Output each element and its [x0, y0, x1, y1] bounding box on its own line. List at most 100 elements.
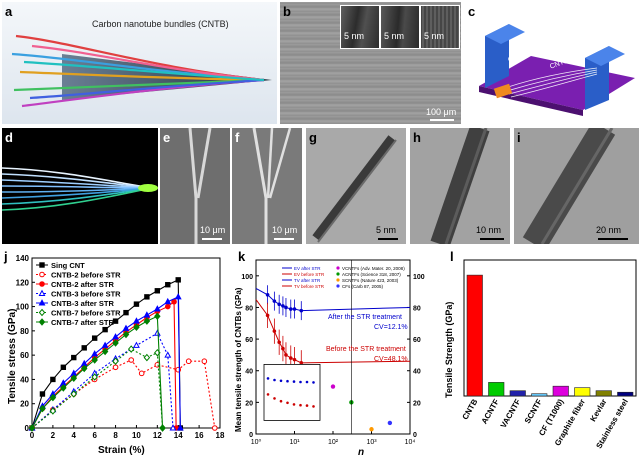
data-point	[281, 346, 285, 351]
tem-image-g	[312, 135, 397, 243]
data-point	[153, 329, 161, 336]
scale-label: 100 μm	[426, 107, 457, 117]
inset-point	[286, 401, 289, 405]
sem-bundle-e	[188, 128, 212, 244]
x-tick-label: 10	[132, 431, 141, 440]
legend-label: TV before STR	[294, 284, 325, 289]
data-point	[39, 404, 46, 413]
data-point	[154, 362, 161, 368]
data-point	[127, 345, 135, 353]
x-tick-label: 18	[216, 431, 225, 440]
inset-point	[305, 404, 309, 407]
bar	[574, 387, 591, 397]
y-tick-label: 140	[16, 254, 30, 263]
plot-frame	[31, 257, 221, 429]
y-tick-label: 0	[25, 424, 30, 433]
scale-label-f: 10 μm	[272, 225, 298, 235]
data-point	[28, 424, 36, 432]
x-tick-label: 16	[195, 431, 204, 440]
y-tick-label: 40	[20, 375, 29, 384]
x-tick-label: 10⁰	[251, 438, 262, 446]
x-tick-label: 6	[92, 431, 97, 440]
data-point	[165, 282, 171, 288]
inset-point	[286, 379, 289, 383]
data-point	[60, 384, 67, 392]
literature-point	[387, 420, 393, 426]
legend-label: Sing CNT	[51, 261, 85, 270]
panel-d: d	[2, 128, 158, 244]
data-point	[171, 298, 177, 305]
data-point	[122, 330, 130, 339]
panel-label-i: i	[517, 130, 521, 145]
data-point	[101, 347, 109, 356]
tem-image-i	[522, 128, 616, 244]
tem-inset-3	[420, 5, 460, 49]
data-point	[81, 345, 87, 351]
panel-l: l CNTB ACNTF VACNTF SCNTF CF (T1000) Graphite…	[440, 248, 639, 462]
x-axis-label-k: n	[358, 447, 365, 458]
data-point	[91, 350, 99, 357]
literature-point	[369, 427, 374, 432]
panel-j: j 0 2 4 6 8 10 12 14 16 18 0 20 40 60 80 100 120 140 Sing …	[2, 248, 228, 462]
legend-label: TV after STR	[294, 278, 321, 283]
data-point	[164, 351, 172, 358]
inset-point	[299, 403, 302, 407]
legend-marker	[38, 289, 46, 296]
bar	[617, 391, 634, 397]
x-tick-label: 2	[51, 431, 56, 440]
scale-label-e: 10 μm	[200, 225, 226, 235]
data-point	[265, 313, 270, 318]
legend-label: EV after STR	[294, 266, 321, 271]
data-point	[80, 364, 88, 373]
legend-label: CNTB-2 before STR	[51, 271, 121, 280]
data-point	[292, 307, 297, 311]
panel-label-c: c	[468, 4, 476, 19]
inset-point	[273, 397, 276, 400]
bundle-simulation	[2, 167, 158, 211]
data-point	[138, 370, 145, 377]
data-point	[272, 329, 277, 333]
y-tick-label: 60	[20, 351, 29, 360]
inset-2-scale-label: 5 nm	[384, 31, 405, 41]
legend-marker	[39, 262, 45, 268]
data-point	[39, 391, 46, 397]
bar	[509, 390, 526, 397]
legend-marker	[38, 299, 46, 306]
chart-j: 0 2 4 6 8 10 12 14 16 18 0 20 40 60 80 100 120 140 Sing CN…	[16, 254, 225, 440]
data-point	[281, 304, 285, 308]
panel-a: a Carbon nanotube bundles (CNTB)	[2, 2, 277, 124]
series-line	[31, 300, 177, 429]
annotation-before-k: Before the STR treatment	[326, 346, 406, 353]
data-point	[112, 339, 119, 347]
data-point	[143, 317, 151, 325]
cv-after-k: CV=12.1%	[374, 324, 408, 331]
data-point	[185, 358, 192, 365]
legend-marker	[38, 318, 46, 326]
x-tick-label: Kevlar	[588, 398, 608, 424]
inset-1-scale-label: 5 nm	[344, 31, 365, 41]
series-line	[31, 296, 181, 429]
legend-marker	[336, 266, 340, 270]
data-point	[154, 312, 161, 321]
panel-label-d: d	[5, 130, 13, 145]
panel-label-f: f	[235, 130, 240, 145]
y-tick-label: 120	[16, 278, 30, 287]
data-point	[143, 311, 151, 318]
y-tick-label-right: 100	[413, 274, 425, 281]
data-point	[122, 324, 130, 331]
series-line	[31, 359, 216, 429]
y-tick-label: 20	[245, 400, 253, 407]
data-point	[211, 425, 218, 431]
panel-a-title: Carbon nanotube bundles (CNTB)	[92, 19, 229, 29]
inset-frame	[263, 364, 321, 421]
data-point	[175, 277, 181, 283]
data-point	[133, 317, 140, 324]
y-tick-label: 20	[20, 400, 29, 409]
x-tick-label: 4	[72, 431, 77, 440]
x-tick-label: SCNTF	[523, 397, 544, 425]
panel-b: b 5 nm 5 nm 5 nm 100 μm	[280, 2, 461, 124]
data-point	[133, 341, 140, 348]
x-tick-label: 10¹	[289, 439, 300, 446]
inset-point	[299, 380, 302, 384]
